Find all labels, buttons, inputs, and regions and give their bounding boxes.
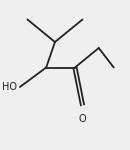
Text: O: O <box>79 114 86 123</box>
Text: HO: HO <box>2 82 17 92</box>
